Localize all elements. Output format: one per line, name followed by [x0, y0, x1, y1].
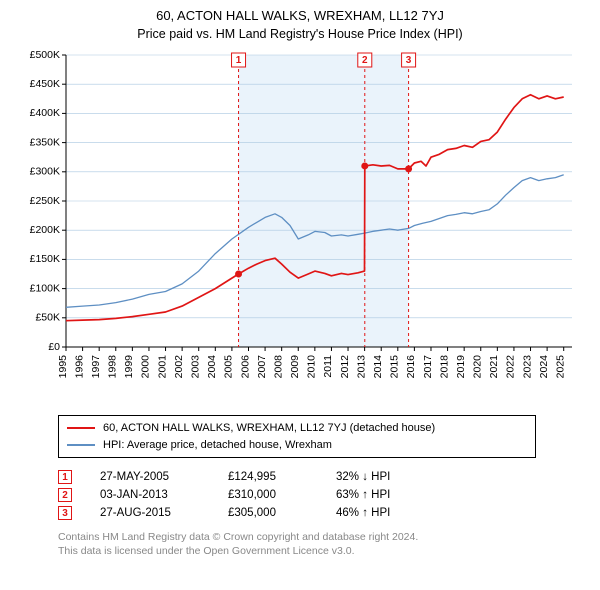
svg-text:2025: 2025 — [554, 355, 566, 379]
svg-text:£150K: £150K — [30, 253, 60, 265]
svg-text:2016: 2016 — [405, 355, 417, 379]
svg-text:2021: 2021 — [488, 355, 500, 379]
sale-event-row: 1 27-MAY-2005 £124,995 32% ↓ HPI — [58, 470, 590, 484]
svg-text:£0: £0 — [48, 341, 60, 353]
svg-text:2005: 2005 — [223, 355, 235, 379]
svg-text:£450K: £450K — [30, 78, 60, 90]
sale-event-price: £310,000 — [228, 489, 308, 501]
svg-text:3: 3 — [406, 55, 412, 66]
svg-text:2014: 2014 — [372, 355, 384, 379]
sale-event-marker: 2 — [58, 488, 72, 502]
page-title-subtitle: Price paid vs. HM Land Registry's House … — [10, 27, 590, 41]
svg-text:2023: 2023 — [521, 355, 533, 379]
svg-text:2015: 2015 — [389, 355, 401, 379]
svg-text:2009: 2009 — [289, 355, 301, 379]
sale-event-date: 27-AUG-2015 — [100, 507, 200, 519]
sale-event-row: 2 03-JAN-2013 £310,000 63% ↑ HPI — [58, 488, 590, 502]
svg-text:2004: 2004 — [206, 355, 218, 379]
svg-text:2011: 2011 — [322, 355, 334, 378]
svg-text:2022: 2022 — [505, 355, 517, 379]
sale-event-date: 03-JAN-2013 — [100, 489, 200, 501]
legend-item: HPI: Average price, detached house, Wrex… — [67, 437, 527, 454]
svg-text:2003: 2003 — [190, 355, 202, 379]
svg-text:1998: 1998 — [107, 355, 119, 379]
sale-event-delta: 63% ↑ HPI — [336, 489, 426, 501]
svg-text:£100K: £100K — [30, 282, 60, 294]
footer-line-2: This data is licensed under the Open Gov… — [58, 544, 538, 558]
svg-text:2012: 2012 — [339, 355, 351, 379]
sale-event-marker: 1 — [58, 470, 72, 484]
svg-text:1999: 1999 — [123, 355, 135, 379]
legend-swatch — [67, 427, 95, 429]
svg-text:2001: 2001 — [156, 355, 168, 379]
sale-event-price: £305,000 — [228, 507, 308, 519]
sale-event-delta: 46% ↑ HPI — [336, 507, 426, 519]
svg-text:2006: 2006 — [239, 355, 251, 379]
footer-attribution: Contains HM Land Registry data © Crown c… — [58, 530, 538, 558]
svg-text:2019: 2019 — [455, 355, 467, 379]
footer-line-1: Contains HM Land Registry data © Crown c… — [58, 530, 538, 544]
svg-text:1996: 1996 — [73, 355, 85, 379]
legend-label: 60, ACTON HALL WALKS, WREXHAM, LL12 7YJ … — [103, 420, 435, 437]
svg-text:2013: 2013 — [355, 355, 367, 379]
legend-label: HPI: Average price, detached house, Wrex… — [103, 437, 332, 454]
sale-event-row: 3 27-AUG-2015 £305,000 46% ↑ HPI — [58, 506, 590, 520]
svg-text:£300K: £300K — [30, 166, 60, 178]
svg-text:1995: 1995 — [57, 355, 69, 379]
svg-text:2020: 2020 — [472, 355, 484, 379]
legend: 60, ACTON HALL WALKS, WREXHAM, LL12 7YJ … — [58, 415, 536, 458]
price-chart: £0 £50K £100K £150K £200K £250K £300K £350K £400… — [20, 47, 580, 407]
page-title-address: 60, ACTON HALL WALKS, WREXHAM, LL12 7YJ — [10, 8, 590, 23]
sale-events-list: 1 27-MAY-2005 £124,995 32% ↓ HPI 2 03-JAN-201… — [58, 466, 590, 524]
svg-text:£400K: £400K — [30, 107, 60, 119]
svg-text:2: 2 — [362, 55, 368, 66]
sale-event-delta: 32% ↓ HPI — [336, 471, 426, 483]
svg-text:1: 1 — [236, 55, 242, 66]
svg-text:2007: 2007 — [256, 355, 268, 379]
svg-text:1997: 1997 — [90, 355, 102, 379]
svg-text:2018: 2018 — [438, 355, 450, 379]
legend-swatch — [67, 444, 95, 446]
legend-item: 60, ACTON HALL WALKS, WREXHAM, LL12 7YJ … — [67, 420, 527, 437]
svg-text:2017: 2017 — [422, 355, 434, 379]
svg-text:£200K: £200K — [30, 224, 60, 236]
svg-text:£250K: £250K — [30, 195, 60, 207]
svg-text:£350K: £350K — [30, 136, 60, 148]
svg-text:£50K: £50K — [35, 312, 60, 324]
svg-text:2010: 2010 — [306, 355, 318, 379]
svg-text:2008: 2008 — [272, 355, 284, 379]
chart-svg: £0 £50K £100K £150K £200K £250K £300K £350K £400… — [20, 47, 580, 407]
sale-event-date: 27-MAY-2005 — [100, 471, 200, 483]
sale-event-marker: 3 — [58, 506, 72, 520]
svg-text:2002: 2002 — [173, 355, 185, 379]
sale-event-price: £124,995 — [228, 471, 308, 483]
svg-text:2024: 2024 — [538, 355, 550, 379]
svg-text:£500K: £500K — [30, 49, 60, 61]
svg-text:2000: 2000 — [140, 355, 152, 379]
